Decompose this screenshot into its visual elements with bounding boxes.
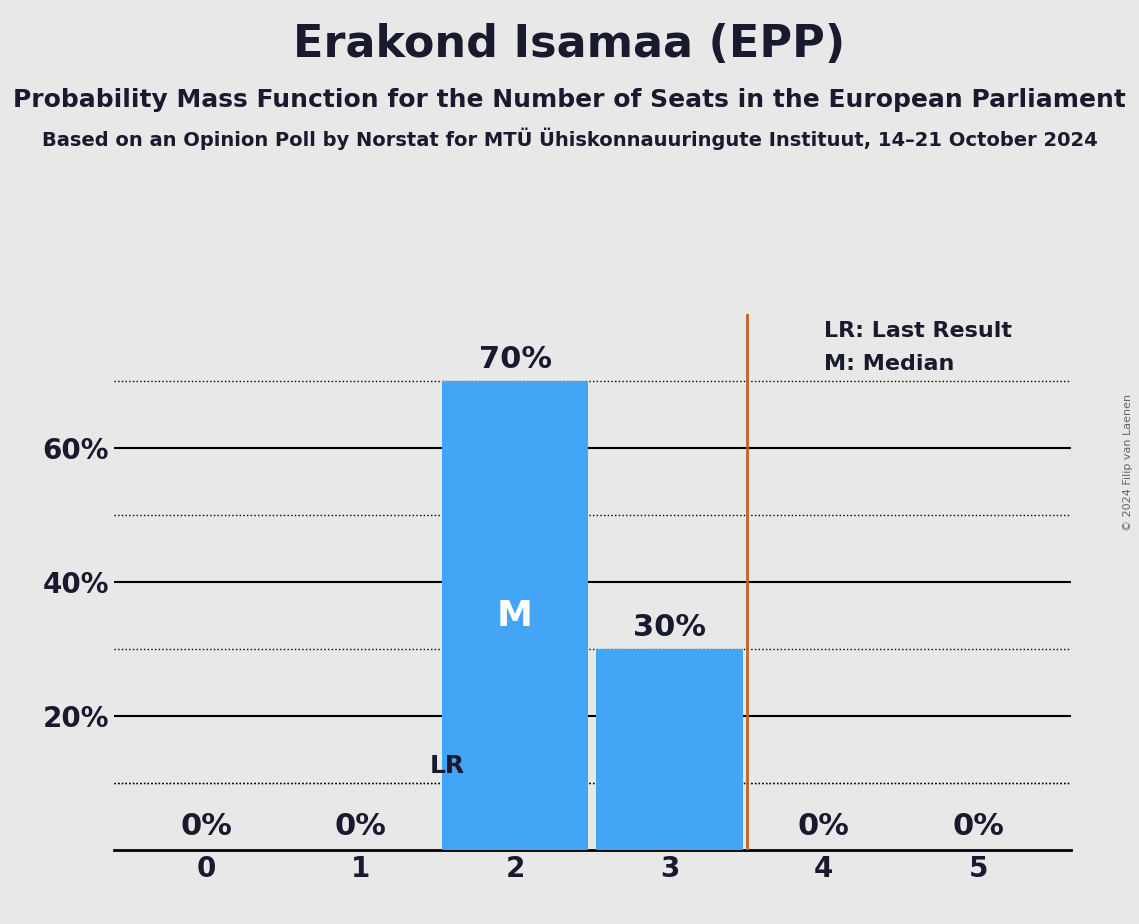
Text: Erakond Isamaa (EPP): Erakond Isamaa (EPP) bbox=[294, 23, 845, 67]
Text: LR: Last Result: LR: Last Result bbox=[823, 321, 1011, 341]
Bar bbox=[442, 382, 589, 850]
Bar bbox=[596, 649, 743, 850]
Text: 0%: 0% bbox=[181, 812, 232, 841]
Text: M: Median: M: Median bbox=[823, 355, 954, 374]
Text: 0%: 0% bbox=[335, 812, 387, 841]
Text: 70%: 70% bbox=[478, 346, 551, 374]
Text: © 2024 Filip van Laenen: © 2024 Filip van Laenen bbox=[1123, 394, 1133, 530]
Text: M: M bbox=[497, 599, 533, 633]
Text: 0%: 0% bbox=[952, 812, 1003, 841]
Text: Probability Mass Function for the Number of Seats in the European Parliament: Probability Mass Function for the Number… bbox=[13, 88, 1126, 112]
Text: 30%: 30% bbox=[633, 614, 706, 642]
Text: Based on an Opinion Poll by Norstat for MTÜ Ühiskonnauuringute Instituut, 14–21 : Based on an Opinion Poll by Norstat for … bbox=[42, 128, 1097, 150]
Text: LR: LR bbox=[431, 754, 466, 778]
Text: 0%: 0% bbox=[797, 812, 850, 841]
